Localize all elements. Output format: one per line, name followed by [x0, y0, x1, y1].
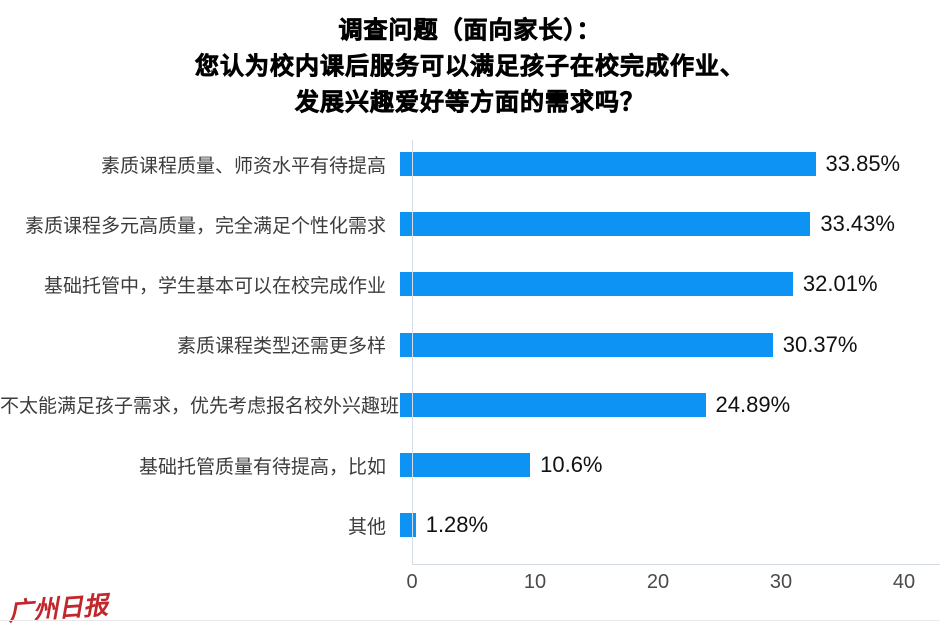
- y-axis-line: [412, 140, 413, 565]
- bar: [400, 513, 416, 538]
- category-label: 素质课程类型还需更多样: [176, 336, 386, 358]
- value-label: 10.6%: [540, 452, 603, 478]
- bar-track: 30.37%: [400, 332, 891, 358]
- bar-track: 1.28%: [400, 512, 891, 538]
- x-axis-line: [412, 564, 940, 565]
- bar-row: 基础托管质量有待提高，比如 10.6%: [0, 435, 940, 495]
- bar-row: 素质课程多元高质量，完全满足个性化需求 33.43%: [0, 194, 940, 254]
- x-axis-tick-label: 20: [646, 571, 670, 593]
- x-axis-tick-label: 10: [523, 571, 547, 593]
- bar-track: 32.01%: [400, 271, 891, 297]
- bar: [400, 152, 816, 177]
- value-label: 30.37%: [782, 331, 858, 357]
- bar: [400, 453, 531, 478]
- bar-row: 素质课程质量、师资水平有待提高 33.85%: [0, 134, 940, 194]
- x-axis-tick-label: 0: [406, 571, 418, 593]
- bar: [400, 332, 773, 357]
- category-label: 其他: [347, 516, 386, 538]
- chart-title-line-3: 发展兴趣爱好等方面的需求吗？: [295, 89, 645, 117]
- category-label: 素质课程多元高质量，完全满足个性化需求: [24, 215, 386, 237]
- bar-track: 10.6%: [400, 452, 891, 478]
- bar-row: 不太能满足孩子需求，优先考虑报名校外兴趣班 24.89%: [0, 375, 940, 435]
- bar: [400, 212, 811, 237]
- bottom-divider: [0, 620, 940, 621]
- value-label: 32.01%: [802, 271, 878, 297]
- chart-title-line-1: 调查问题（面向家长）：: [338, 17, 602, 45]
- category-label: 基础托管中，学生基本可以在校完成作业: [43, 275, 386, 297]
- bar: [400, 272, 793, 297]
- value-label: 1.28%: [425, 512, 489, 538]
- bar-track: 33.85%: [400, 151, 900, 177]
- category-label: 素质课程质量、师资水平有待提高: [100, 155, 386, 177]
- x-axis-tick-label: 40: [892, 571, 916, 593]
- category-label: 基础托管质量有待提高，比如: [138, 456, 386, 478]
- bar: [400, 392, 706, 417]
- bar-track: 33.43%: [400, 211, 895, 237]
- category-label: 不太能满足孩子需求，优先考虑报名校外兴趣班: [0, 396, 400, 418]
- bar-row: 其他 1.28%: [0, 495, 940, 555]
- bar-row: 基础托管中，学生基本可以在校完成作业 32.01%: [0, 254, 940, 314]
- bar-track: 24.89%: [400, 392, 891, 418]
- value-label: 33.85%: [825, 151, 901, 177]
- chart-title: 调查问题（面向家长）： 您认为校内课后服务可以满足孩子在校完成作业、 发展兴趣爱…: [0, 13, 940, 121]
- x-axis-tick-label: 30: [769, 571, 793, 593]
- value-label: 33.43%: [820, 211, 895, 237]
- chart-title-line-2: 您认为校内课后服务可以满足孩子在校完成作业、: [195, 53, 745, 81]
- value-label: 24.89%: [715, 391, 791, 417]
- bar-chart: 素质课程质量、师资水平有待提高 33.85% 素质课程多元高质量，完全满足个性化需求…: [0, 134, 940, 555]
- bar-row: 素质课程类型还需更多样 30.37%: [0, 315, 940, 375]
- x-axis: 0 10 20 30 40: [406, 571, 915, 597]
